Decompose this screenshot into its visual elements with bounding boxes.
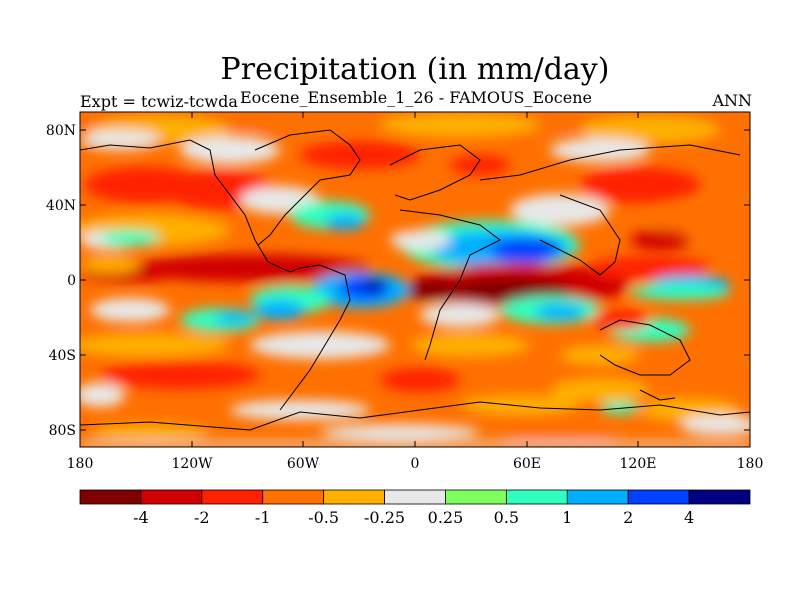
colorbar-swatch	[445, 489, 507, 505]
colorbar-label: 1	[562, 508, 572, 527]
colorbar-label: -0.25	[364, 508, 405, 527]
colorbar-swatch	[79, 489, 142, 505]
colorbar-swatch	[566, 489, 629, 505]
lon-tick-label: 60W	[287, 456, 320, 472]
season-label: ANN	[712, 91, 752, 110]
colorbar-label: -0.5	[308, 508, 339, 527]
lat-tick-label: 40N	[46, 198, 76, 214]
colorbar-swatch	[505, 489, 568, 505]
colorbar: -4 -2 -1 -0.5 -0.25 0.25 0.5 1 2 4	[79, 489, 751, 527]
colorbar-label: 4	[684, 508, 694, 527]
map-title: Precipitation (in mm/day)	[220, 52, 610, 87]
colorbar-swatch	[627, 489, 690, 505]
lon-tick-label: 180	[737, 456, 764, 472]
colorbar-swatch	[384, 489, 446, 505]
colorbar-swatch	[323, 489, 385, 505]
map-subtitle: Eocene_Ensemble_1_26 - FAMOUS_Eocene	[239, 88, 593, 107]
lon-tick-label: 120W	[171, 456, 213, 472]
lon-tick-label: 120E	[620, 456, 657, 472]
colorbar-label: 0.25	[428, 508, 464, 527]
lat-tick-label: 80S	[49, 423, 76, 439]
coastlines	[80, 129, 750, 431]
colorbar-label: 0.5	[494, 508, 519, 527]
lon-tick-label: 60E	[513, 456, 541, 472]
colorbar-label: -4	[133, 508, 149, 527]
colorbar-swatch	[262, 489, 325, 505]
lon-tick-label: 0	[411, 456, 420, 472]
experiment-label: Expt = tcwiz-tcwda	[80, 92, 238, 111]
colorbar-label: -1	[255, 508, 271, 527]
colorbar-label: 2	[623, 508, 633, 527]
colorbar-swatch	[140, 489, 203, 505]
lat-tick-label: 80N	[46, 123, 76, 139]
colorbar-swatch	[201, 489, 264, 505]
longitude-axis: 180 120W 60W 0 60E 120E 180	[67, 112, 764, 472]
precip-field	[80, 112, 750, 447]
lat-tick-label: 40S	[49, 348, 76, 364]
colorbar-swatch	[688, 489, 751, 505]
lon-tick-label: 180	[67, 456, 94, 472]
latitude-axis: 80N 40N 0 40S 80S	[46, 123, 750, 439]
lat-tick-label: 0	[67, 273, 76, 289]
colorbar-label: -2	[194, 508, 210, 527]
